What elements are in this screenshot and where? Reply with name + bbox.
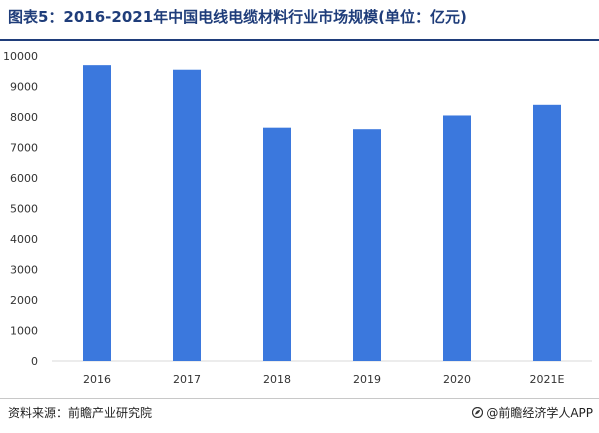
source-note: 资料来源：前瞻产业研究院 [8,406,153,420]
chart-title: 图表5：2016-2021年中国电线电缆材料行业市场规模(单位：亿元) [8,8,467,26]
bar-series [83,65,561,362]
bar-chart: 0 1000 2000 3000 4000 5000 6000 7000 8000 9000 100… [3,50,592,386]
bar-2016 [83,65,111,362]
brand-credit: @前瞻经济学人APP [472,404,593,421]
x-tick-label: 2018 [263,373,291,386]
title-divider [0,39,599,41]
bar-2019 [353,129,381,361]
y-tick-label: 4000 [10,233,38,246]
footer-divider [0,398,599,399]
y-tick-label: 0 [31,355,38,368]
y-tick-label: 8000 [10,111,38,124]
y-tick-label: 2000 [10,294,38,307]
leaf-logo-icon [472,407,484,418]
y-tick-label: 10000 [3,50,38,63]
x-tick-label: 2016 [83,373,111,386]
y-tick-label: 3000 [10,264,38,277]
y-tick-label: 1000 [10,325,38,338]
bar-2017 [173,69,201,361]
y-tick-label: 9000 [10,81,38,94]
y-tick-label: 5000 [10,203,38,216]
bar-2021E [533,104,561,362]
x-tick-label: 2020 [443,373,471,386]
brand-label: @前瞻经济学人APP [486,406,593,420]
y-tick-label: 6000 [10,172,38,185]
x-tick-label: 2017 [173,373,201,386]
y-axis: 0 1000 2000 3000 4000 5000 6000 7000 8000 9000 100… [3,50,38,368]
x-tick-label: 2019 [353,373,381,386]
x-axis: 2016 2017 2018 2019 2020 2021E [83,373,565,386]
x-tick-label: 2021E [530,373,565,386]
y-tick-label: 7000 [10,142,38,155]
bar-2020 [443,115,471,361]
bar-2018 [263,127,291,361]
